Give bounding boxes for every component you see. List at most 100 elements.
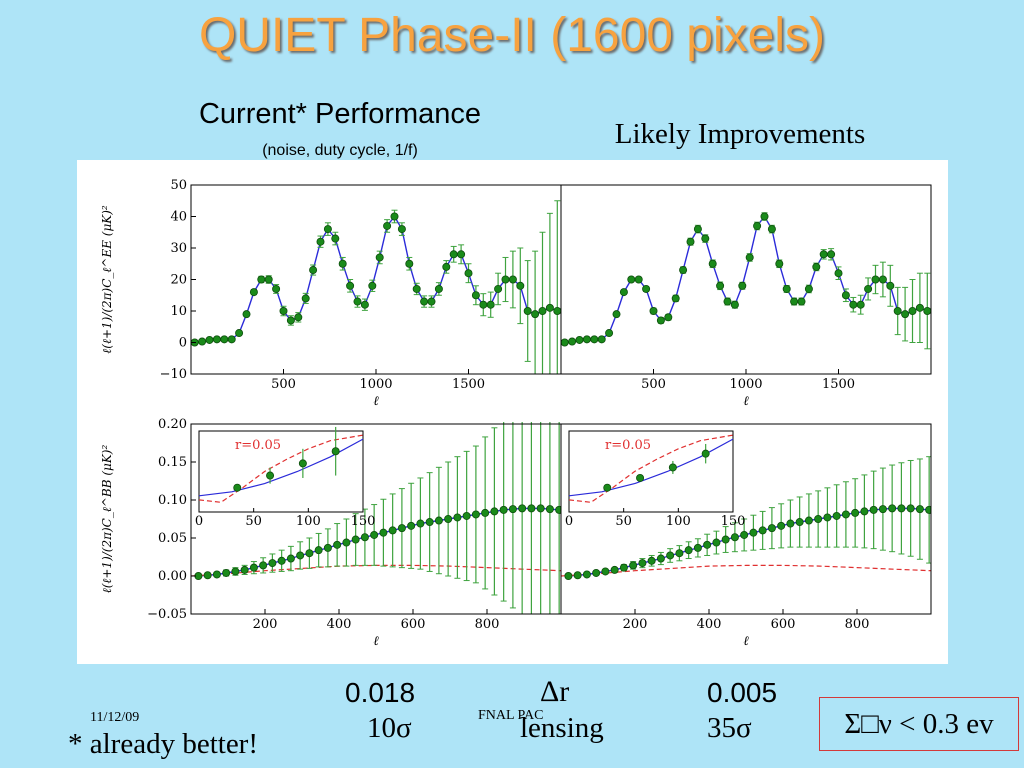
x-axis-label: ℓ xyxy=(743,394,749,409)
data-point xyxy=(804,284,813,293)
data-point xyxy=(499,505,508,514)
data-point xyxy=(767,524,776,533)
slide-footer: FNAL PAC xyxy=(478,708,544,723)
data-point xyxy=(627,275,636,284)
axes-frame xyxy=(560,423,932,615)
data-point xyxy=(841,510,850,519)
data-point xyxy=(915,303,924,312)
y-tick-label: 10 xyxy=(170,304,187,319)
data-point xyxy=(360,533,369,542)
data-point xyxy=(915,505,924,514)
data-point xyxy=(434,516,443,525)
data-point xyxy=(693,225,702,234)
lensing-label: lensing xyxy=(520,712,604,744)
data-point xyxy=(605,329,614,338)
data-point xyxy=(471,291,480,300)
data-point xyxy=(703,540,712,549)
data-point xyxy=(851,508,860,517)
model-curve xyxy=(198,507,560,577)
plot-area xyxy=(561,456,931,580)
inset-x-tick-label: 50 xyxy=(245,514,262,529)
data-point xyxy=(486,300,495,309)
inset-r-label: r=0.05 xyxy=(235,438,281,453)
dr-label: Δr xyxy=(540,675,570,708)
data-point xyxy=(649,306,658,315)
data-point xyxy=(333,540,342,549)
x-tick-label: 1500 xyxy=(452,377,485,392)
data-point xyxy=(379,528,388,537)
neutrino-mass-box: Σ□ν < 0.3 ev xyxy=(819,697,1019,751)
data-point xyxy=(286,554,295,563)
data-point xyxy=(827,250,836,259)
charts-svg: 500 1000 1500ℓ−1001020304050ℓ(ℓ+1)/(2π)C_ℓ… xyxy=(100,178,932,649)
data-point xyxy=(205,335,214,344)
data-point xyxy=(518,504,527,513)
data-point xyxy=(249,563,258,572)
data-point xyxy=(351,535,360,544)
data-point xyxy=(316,237,325,246)
data-point xyxy=(490,507,499,516)
inset-data-point xyxy=(636,473,645,482)
data-point xyxy=(323,225,332,234)
data-point xyxy=(823,513,832,522)
lensing-current-significance: 10σ xyxy=(367,712,412,744)
data-point xyxy=(923,307,931,315)
chart-BB-current: 200 400 600 800 ℓ −0.05 0.00 0.05 0.10 0.15 0.20 ℓ(… xyxy=(100,417,562,649)
y-axis-label: ℓ(ℓ+1)/(2π)C_ℓ^BB (μK)² xyxy=(100,445,114,594)
data-point xyxy=(642,284,651,293)
data-point xyxy=(527,504,536,513)
data-point xyxy=(416,519,425,528)
data-point xyxy=(553,307,561,315)
data-point xyxy=(383,221,392,230)
y-tick-label: 0.00 xyxy=(158,569,187,584)
y-tick-label: −0.05 xyxy=(147,607,187,622)
inset-x-tick-label: 100 xyxy=(666,514,691,529)
data-point xyxy=(434,284,443,293)
data-point xyxy=(462,511,471,520)
inset-plot: 0 50 100 150 r=0.05 xyxy=(195,426,375,529)
data-point xyxy=(597,335,606,344)
data-point xyxy=(573,571,582,580)
data-point xyxy=(301,294,310,303)
data-point xyxy=(220,335,229,344)
data-point xyxy=(638,559,647,568)
data-point xyxy=(656,316,665,325)
data-point xyxy=(860,507,869,516)
data-point xyxy=(592,568,601,577)
data-point xyxy=(849,300,858,309)
data-point xyxy=(279,306,288,315)
slide-date: 11/12/09 xyxy=(90,710,140,725)
inset-data-point xyxy=(331,447,340,456)
x-tick-label: 400 xyxy=(327,617,352,632)
chart-EE-current: 500 1000 1500 ℓ −10 0 10 20 30 40 50 ℓ(ℓ+1)/(2π)C_ℓ… xyxy=(100,178,562,409)
data-point xyxy=(564,571,573,580)
data-point xyxy=(804,516,813,525)
data-point xyxy=(286,316,295,325)
data-point xyxy=(257,275,266,284)
data-point xyxy=(388,526,397,535)
data-point xyxy=(878,275,887,284)
data-point xyxy=(647,556,656,565)
data-point xyxy=(749,528,758,537)
data-point xyxy=(471,510,480,519)
data-point xyxy=(790,297,799,306)
data-point xyxy=(227,335,236,344)
data-point xyxy=(760,212,769,221)
dr-improved-value: 0.005 xyxy=(707,677,778,708)
data-point xyxy=(397,524,406,533)
data-point xyxy=(777,521,786,530)
data-point xyxy=(561,338,569,347)
data-point xyxy=(212,570,221,579)
data-point xyxy=(812,262,821,271)
data-point xyxy=(612,310,621,319)
x-tick-label: 400 xyxy=(697,617,722,632)
data-point xyxy=(730,300,739,309)
x-tick-label: 800 xyxy=(845,617,870,632)
x-tick-label: 200 xyxy=(253,617,278,632)
data-point xyxy=(797,297,806,306)
data-point xyxy=(745,253,754,262)
data-point xyxy=(864,284,873,293)
slide-title: QUIET Phase-II (1600 pixels) xyxy=(198,9,826,62)
data-point xyxy=(786,519,795,528)
inset-data-point xyxy=(298,459,307,468)
